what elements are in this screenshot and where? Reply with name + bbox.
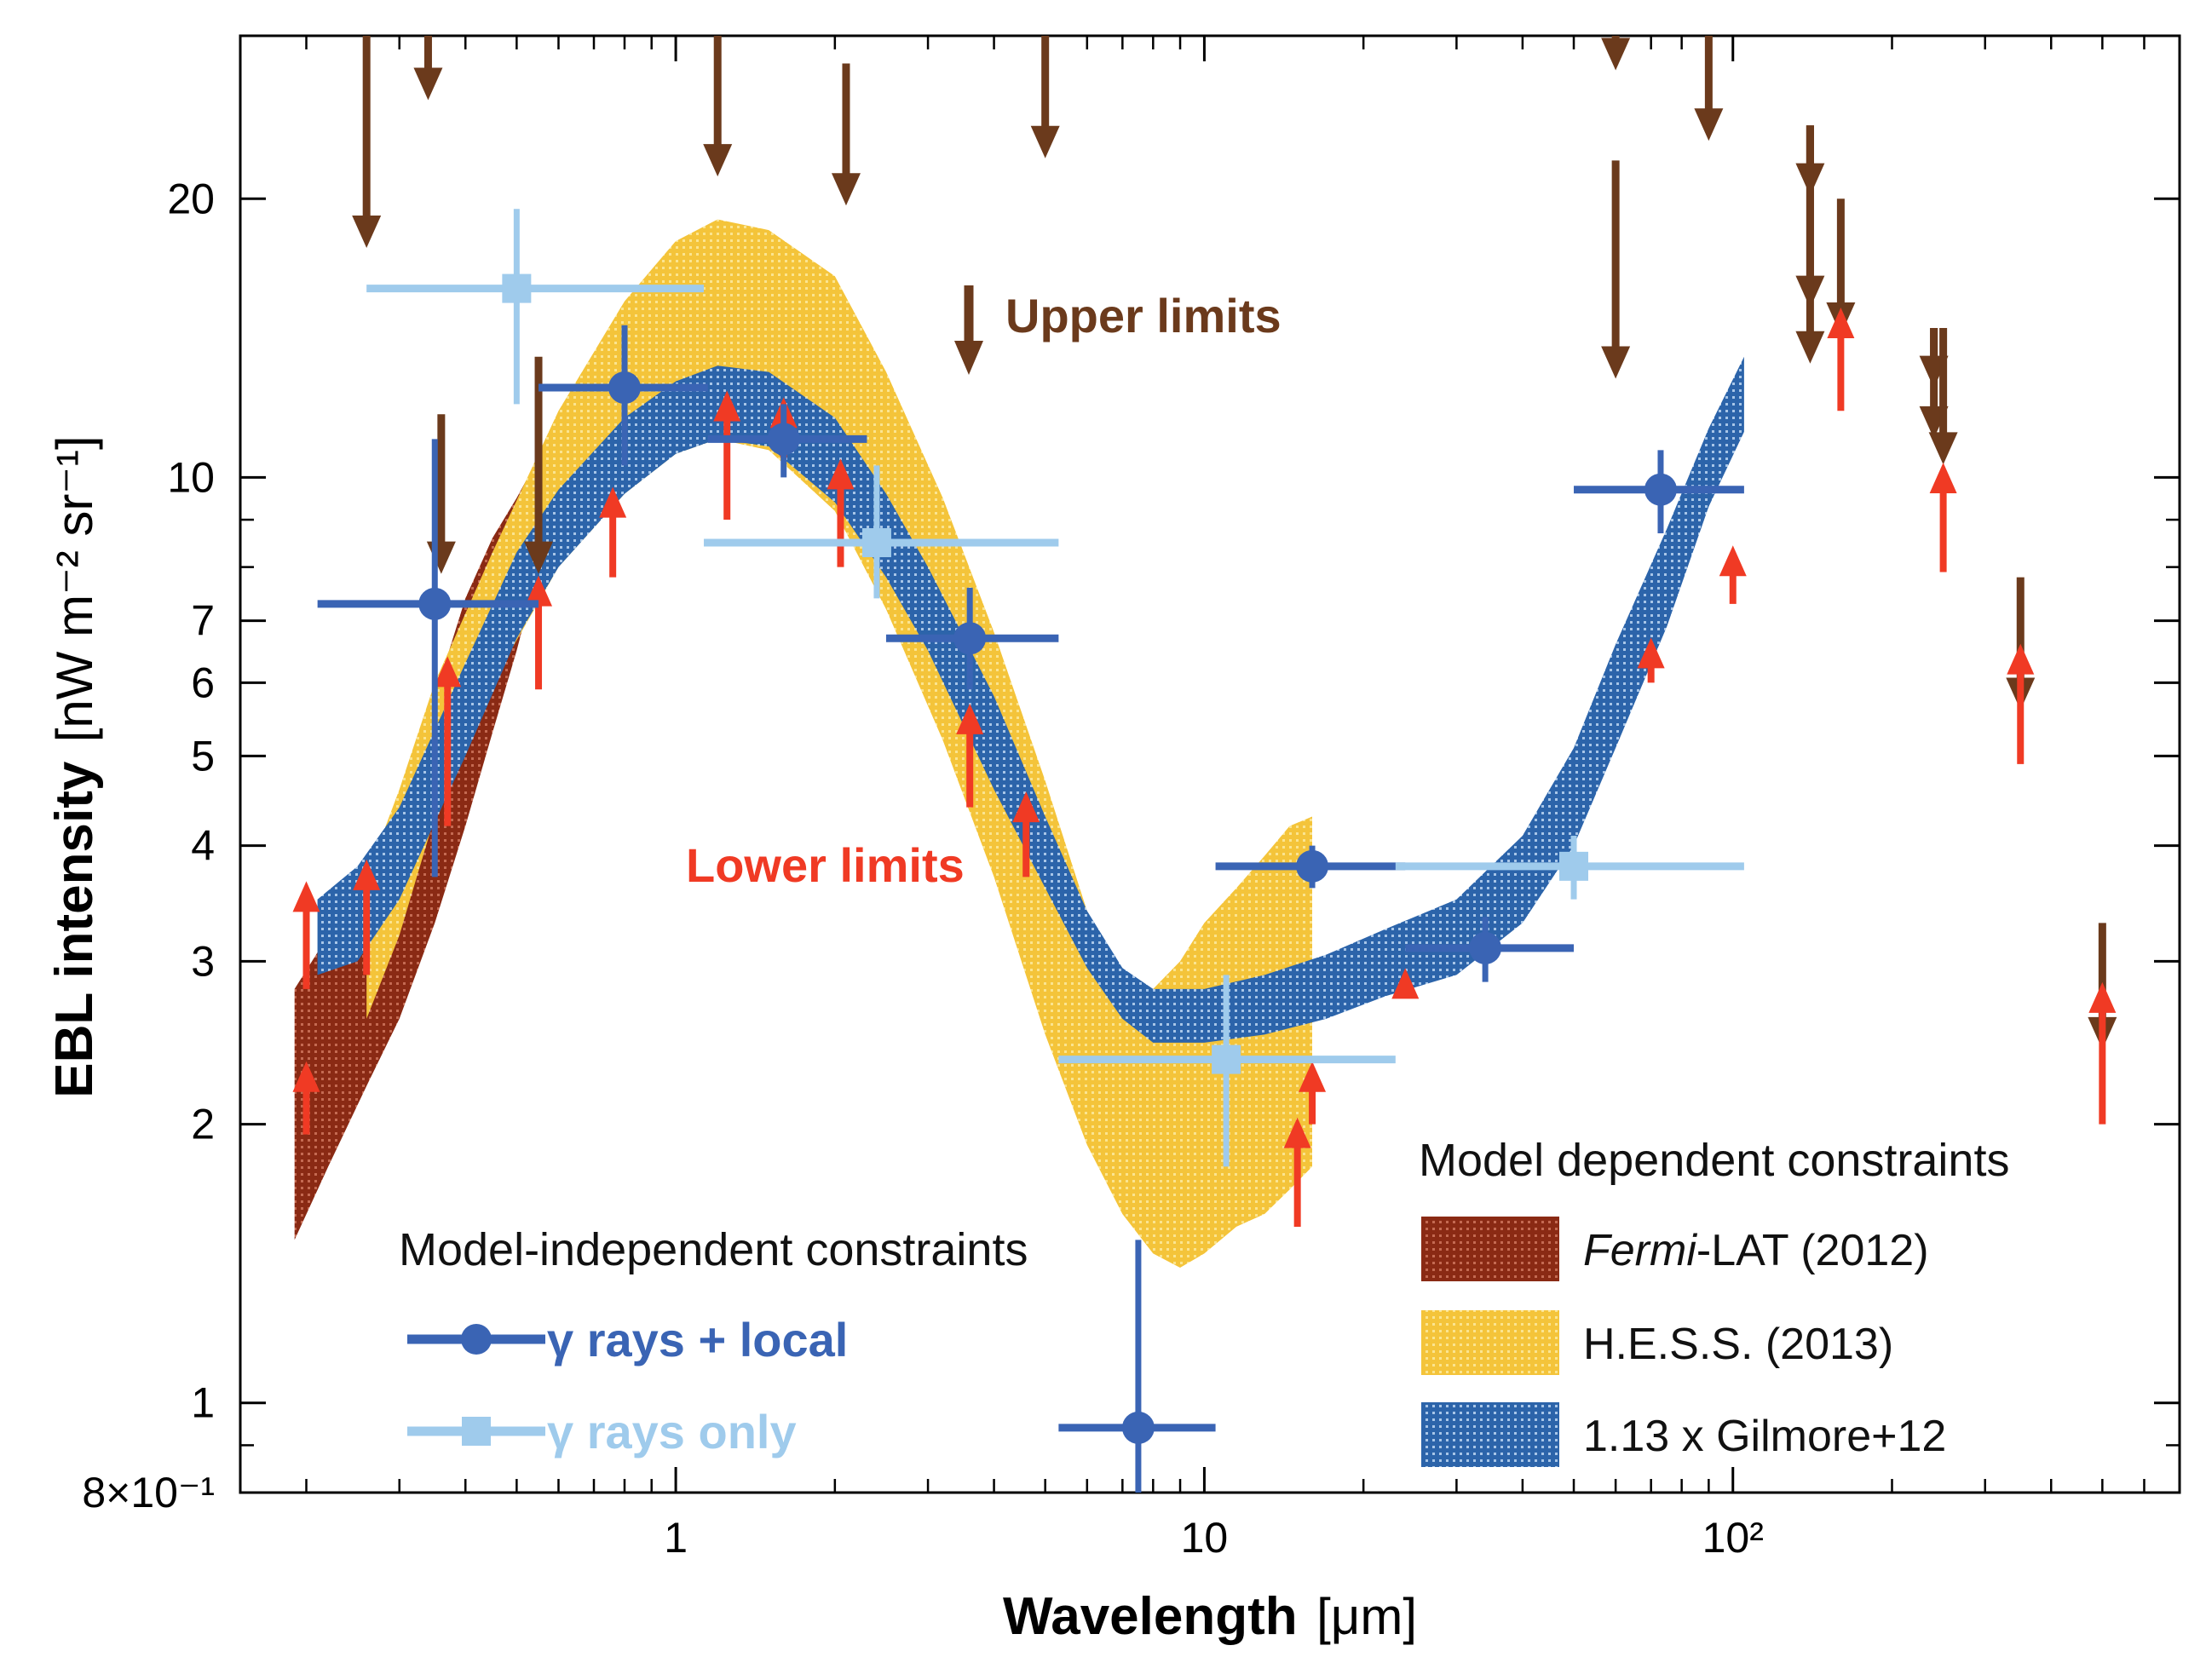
y-axis-title: EBL intensity [nW m⁻² sr⁻¹]	[45, 435, 104, 1097]
upper-limit-arrow-head	[413, 67, 443, 101]
y-axis-unit: [nW m⁻² sr⁻¹]	[46, 435, 103, 742]
lower-limit-arrow-head	[1283, 1117, 1311, 1148]
y-tick-label: 5	[191, 732, 215, 780]
gamma-local-point	[767, 423, 800, 456]
legend-fermi-italic: Fermi	[1583, 1226, 1697, 1275]
lower-limits-label: Lower limits	[686, 838, 965, 892]
upper-limit-arrow-head	[703, 144, 733, 177]
legend-gilmore-label: 1.13 x Gilmore+12	[1583, 1412, 1946, 1461]
upper-limits-label: Upper limits	[1005, 289, 1282, 342]
legend-fermi-label: Fermi-LAT (2012)	[1583, 1226, 1929, 1275]
gamma-local-point	[1296, 849, 1329, 883]
lower-limit-arrow-head	[1637, 637, 1665, 669]
gamma-local-point	[608, 371, 641, 405]
legend-gilmore-swatch	[1421, 1402, 1559, 1467]
bands-layer	[294, 219, 1744, 1268]
lower-limit-arrow-head	[353, 859, 381, 890]
upper-limits-key-arrow-head	[954, 341, 983, 375]
legend-model-independent: Model-independent constraints γ rays + l…	[399, 1224, 1028, 1458]
ticks-layer: 1 10 10² 8×10⁻¹ 1 2 3 4 5 6 7 10 20	[82, 36, 2181, 1562]
y-axis-label: EBL intensity	[45, 761, 104, 1098]
gamma-local-point	[1644, 473, 1677, 506]
lower-limit-arrow-head	[1929, 462, 1957, 493]
lower-limit-arrow-head	[1012, 791, 1040, 823]
y-tick-label: 10	[167, 453, 215, 501]
upper-limit-arrow-head	[352, 216, 382, 249]
lower-limit-arrow-head	[956, 703, 984, 734]
lower-limit-arrow-head	[1299, 1061, 1327, 1092]
y-tick-label: 3	[191, 937, 215, 985]
svg-text:Wavelength [μm]: Wavelength [μm]	[1003, 1587, 1417, 1646]
upper-limit-arrow-head	[524, 541, 554, 574]
legend-gamma-local-marker	[461, 1324, 492, 1355]
legend-independent-title: Model-independent constraints	[399, 1224, 1028, 1275]
upper-limit-arrow-head	[1795, 331, 1825, 364]
upper-limit-arrow-head	[1928, 432, 1958, 465]
x-tick-label: 1	[664, 1514, 688, 1562]
lower-limit-arrow-head	[2007, 643, 2035, 675]
legend-gamma-local-label: γ rays + local	[547, 1313, 848, 1366]
lower-limit-arrow-head	[525, 575, 553, 607]
y-tick-label: 7	[191, 597, 215, 645]
gamma-local-point	[953, 622, 987, 655]
lower-limit-arrow-head	[827, 458, 855, 490]
y-tick-label: 20	[167, 175, 215, 222]
lower-limit-arrow-head	[2088, 981, 2117, 1013]
plot-frame	[239, 34, 2181, 1494]
upper-limit-arrow-head	[831, 173, 861, 206]
legend-gamma-only-label: γ rays only	[547, 1405, 797, 1458]
legend-model-dependent: Model dependent constraints Fermi-LAT (2…	[1419, 1135, 2009, 1467]
upper-limit-arrow-head	[1694, 108, 1724, 141]
x-axis-unit: [μm]	[1316, 1588, 1417, 1645]
x-tick-label: 10	[1181, 1514, 1229, 1562]
y-tick-label: 6	[191, 659, 215, 706]
upper-limit-arrow-head	[426, 541, 456, 574]
legend-gamma-only-marker	[462, 1417, 491, 1446]
upper-limit-arrow-head	[1030, 125, 1060, 158]
lower-limit-arrow-head	[1719, 545, 1747, 577]
upper-limit-arrow-head	[1601, 37, 1631, 71]
x-axis-label: Wavelength	[1003, 1587, 1298, 1646]
points-layer	[292, 36, 2117, 1493]
upper-limits-annotation: Upper limits	[954, 285, 1282, 375]
legend-hess-swatch	[1421, 1310, 1559, 1375]
legend-fermi-swatch	[1421, 1217, 1559, 1281]
gamma-only-point	[1212, 1044, 1241, 1074]
y-tick-label: 4	[191, 822, 215, 870]
gamma-only-point	[861, 528, 891, 558]
svg-text:EBL intensity [nW m⁻² sr: EBL intensity [nW m⁻² sr⁻¹]	[45, 435, 104, 1097]
legend-hess-label: H.E.S.S. (2013)	[1583, 1320, 1893, 1369]
x-axis-title: Wavelength [μm]	[1003, 1587, 1417, 1646]
y-tick-label: 1	[191, 1379, 215, 1427]
lower-limit-arrow-head	[292, 1061, 320, 1092]
gamma-local-point	[1121, 1411, 1155, 1444]
lower-limit-arrow-head	[1391, 968, 1420, 999]
y-tick-label: 2	[191, 1101, 215, 1148]
band-hess	[366, 219, 1313, 1268]
lower-limit-arrow-head	[599, 486, 627, 518]
gamma-local-point	[418, 587, 452, 620]
gamma-only-point	[502, 273, 532, 303]
lower-limit-arrow-head	[292, 881, 320, 912]
lower-limit-arrow-head	[1827, 308, 1855, 339]
upper-limit-arrow-head	[1601, 346, 1631, 379]
lower-limit-arrow-head	[434, 656, 462, 688]
x-tick-label: 10²	[1702, 1514, 1764, 1562]
gamma-only-point	[1559, 851, 1589, 881]
legend-fermi-rest: -LAT (2012)	[1696, 1226, 1929, 1275]
legend-dependent-title: Model dependent constraints	[1419, 1135, 2009, 1186]
lower-limit-arrow-head	[713, 390, 741, 422]
gamma-local-point	[1469, 931, 1502, 964]
y-tick-label: 8×10⁻¹	[82, 1469, 215, 1516]
